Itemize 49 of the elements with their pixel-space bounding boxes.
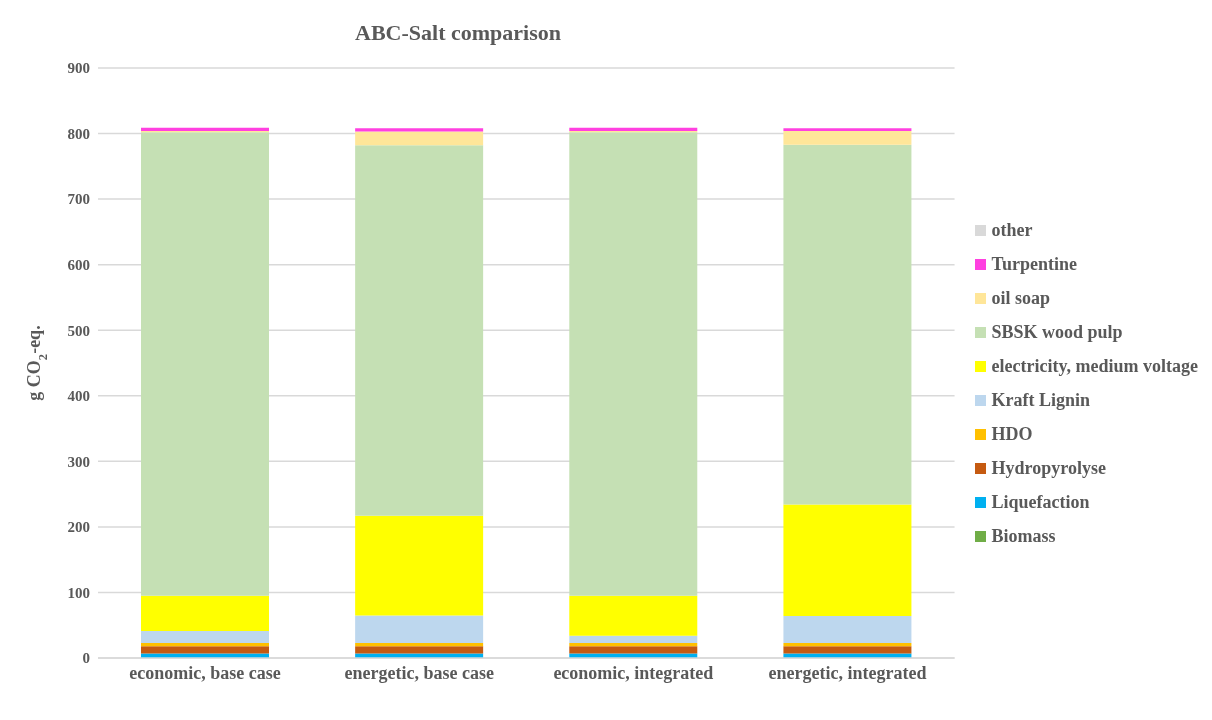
bar xyxy=(783,642,912,647)
legend-label: SBSK wood pulp xyxy=(991,321,1123,343)
bar xyxy=(783,616,912,643)
legend-label: electricity, medium voltage xyxy=(991,355,1198,377)
legend-label: other xyxy=(991,219,1033,241)
legend-label: Turpentine xyxy=(991,253,1077,275)
bar xyxy=(355,642,484,647)
y-tick-label: 700 xyxy=(67,191,90,208)
bar xyxy=(355,646,484,654)
bar xyxy=(141,595,269,632)
legend-label: HDO xyxy=(991,423,1033,445)
y-tick-label: 600 xyxy=(67,256,90,273)
bar xyxy=(783,144,912,505)
bar xyxy=(783,128,912,131)
y-tick-label: 300 xyxy=(67,453,90,470)
y-tick-label: 400 xyxy=(67,388,90,405)
bar xyxy=(569,635,698,643)
bar xyxy=(783,504,912,617)
bar xyxy=(355,615,484,643)
chart-title: ABC-Salt comparison xyxy=(354,19,562,47)
bar xyxy=(355,128,484,132)
y-tick-label: 0 xyxy=(82,650,90,667)
bar xyxy=(569,646,698,654)
bar xyxy=(141,132,269,596)
bar xyxy=(783,130,912,145)
bar xyxy=(569,595,698,636)
bar xyxy=(141,642,269,647)
x-tick-label: economic, base case xyxy=(129,662,281,683)
bar xyxy=(783,646,912,654)
bar xyxy=(355,145,484,516)
bar xyxy=(569,642,698,647)
y-tick-label: 100 xyxy=(67,584,90,601)
x-tick-label: economic, integrated xyxy=(553,662,714,683)
legend-label: Biomass xyxy=(991,525,1056,547)
bar xyxy=(141,646,269,654)
bar xyxy=(355,131,484,146)
y-tick-label: 900 xyxy=(67,60,90,77)
legend-label: Liquefaction xyxy=(991,491,1090,513)
bar xyxy=(569,132,698,596)
legend-label: Kraft Lignin xyxy=(991,389,1091,411)
y-tick-label: 200 xyxy=(67,519,90,536)
legend-label: oil soap xyxy=(991,287,1051,309)
bar xyxy=(141,631,269,643)
x-tick-label: energetic, base case xyxy=(344,662,494,683)
bar xyxy=(355,515,484,616)
x-tick-label: energetic, integrated xyxy=(768,662,927,683)
legend-label: Hydropyrolyse xyxy=(991,457,1106,479)
y-tick-label: 800 xyxy=(67,125,90,142)
y-tick-label: 500 xyxy=(67,322,90,339)
